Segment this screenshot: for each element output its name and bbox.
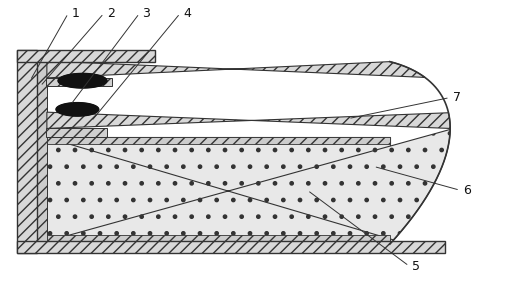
Bar xyxy=(17,50,155,62)
Polygon shape xyxy=(47,137,390,241)
Bar xyxy=(17,50,37,253)
Text: 2: 2 xyxy=(107,7,115,20)
Bar xyxy=(17,241,445,253)
Polygon shape xyxy=(58,74,107,88)
Bar xyxy=(46,129,107,137)
Text: 7: 7 xyxy=(453,91,461,104)
Polygon shape xyxy=(47,129,450,241)
Bar xyxy=(37,62,47,241)
Bar xyxy=(46,78,112,86)
Bar xyxy=(47,137,390,144)
Text: 1: 1 xyxy=(71,7,79,20)
Text: 4: 4 xyxy=(183,7,191,20)
Text: 5: 5 xyxy=(412,260,420,272)
Text: 3: 3 xyxy=(143,7,150,20)
Text: 6: 6 xyxy=(463,184,471,197)
Bar xyxy=(47,235,390,241)
Polygon shape xyxy=(47,61,425,78)
Polygon shape xyxy=(56,103,99,116)
Polygon shape xyxy=(47,112,450,129)
